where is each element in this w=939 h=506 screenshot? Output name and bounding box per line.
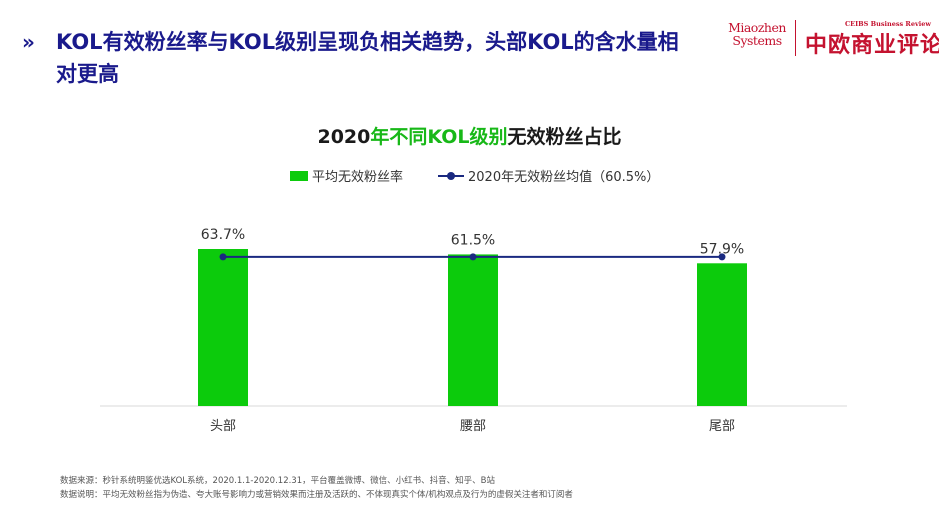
- bar-1: [448, 254, 498, 406]
- bar-0: [198, 249, 248, 406]
- miaozhen-logo: Miaozhen Systems: [726, 21, 788, 47]
- miaozhen-logo-line2: Systems: [732, 33, 782, 48]
- ceibs-logo-english: CEIBS Business Review: [845, 20, 931, 28]
- data-label-1: 61.5%: [451, 232, 495, 248]
- logo-divider: [795, 20, 796, 56]
- ceibs-logo-chinese: 中欧商业评论: [805, 32, 939, 58]
- data-label-0: 63.7%: [201, 227, 245, 243]
- legend-bar-label: 平均无效粉丝率: [312, 170, 404, 185]
- footnote-source: 数据来源：秒针系统明鉴优选KOL系统，2020.1.1-2020.12.31，平…: [60, 476, 495, 486]
- miaozhen-logo-line1: Miaozhen: [728, 20, 786, 35]
- bar-2: [697, 263, 747, 406]
- legend-line-swatch: [438, 171, 464, 181]
- data-label-2: 57.9%: [700, 241, 744, 257]
- average-point-1: [469, 253, 477, 261]
- page-headline: KOL有效粉丝率与KOL级别呈现负相关趋势，头部KOL的含水量相对更高: [56, 30, 679, 86]
- footnote-note: 数据说明：平均无效粉丝指为伪造、夸大账号影响力或营销效果而注册及活跃的、不体现真…: [60, 490, 573, 500]
- legend-bar-swatch: [290, 170, 308, 181]
- legend-item-bar: 平均无效粉丝率: [290, 166, 403, 185]
- average-point-2: [718, 253, 726, 261]
- header-marker-icon: »: [22, 30, 35, 54]
- chart-title-year: 2020: [317, 126, 371, 148]
- category-label-0: 头部: [210, 419, 236, 434]
- chart-title-highlight: 年不同KOL级别: [370, 126, 508, 148]
- chart-title-rest: 无效粉丝占比: [507, 126, 622, 148]
- category-label-1: 腰部: [460, 419, 486, 434]
- average-point-0: [219, 253, 227, 261]
- legend-item-line: 2020年无效粉丝均值（60.5%）: [438, 166, 659, 185]
- category-label-2: 尾部: [709, 419, 735, 434]
- chart-title: 2020年不同KOL级别无效粉丝占比: [0, 122, 939, 149]
- legend-line-label: 2020年无效粉丝均值（60.5%）: [468, 170, 660, 185]
